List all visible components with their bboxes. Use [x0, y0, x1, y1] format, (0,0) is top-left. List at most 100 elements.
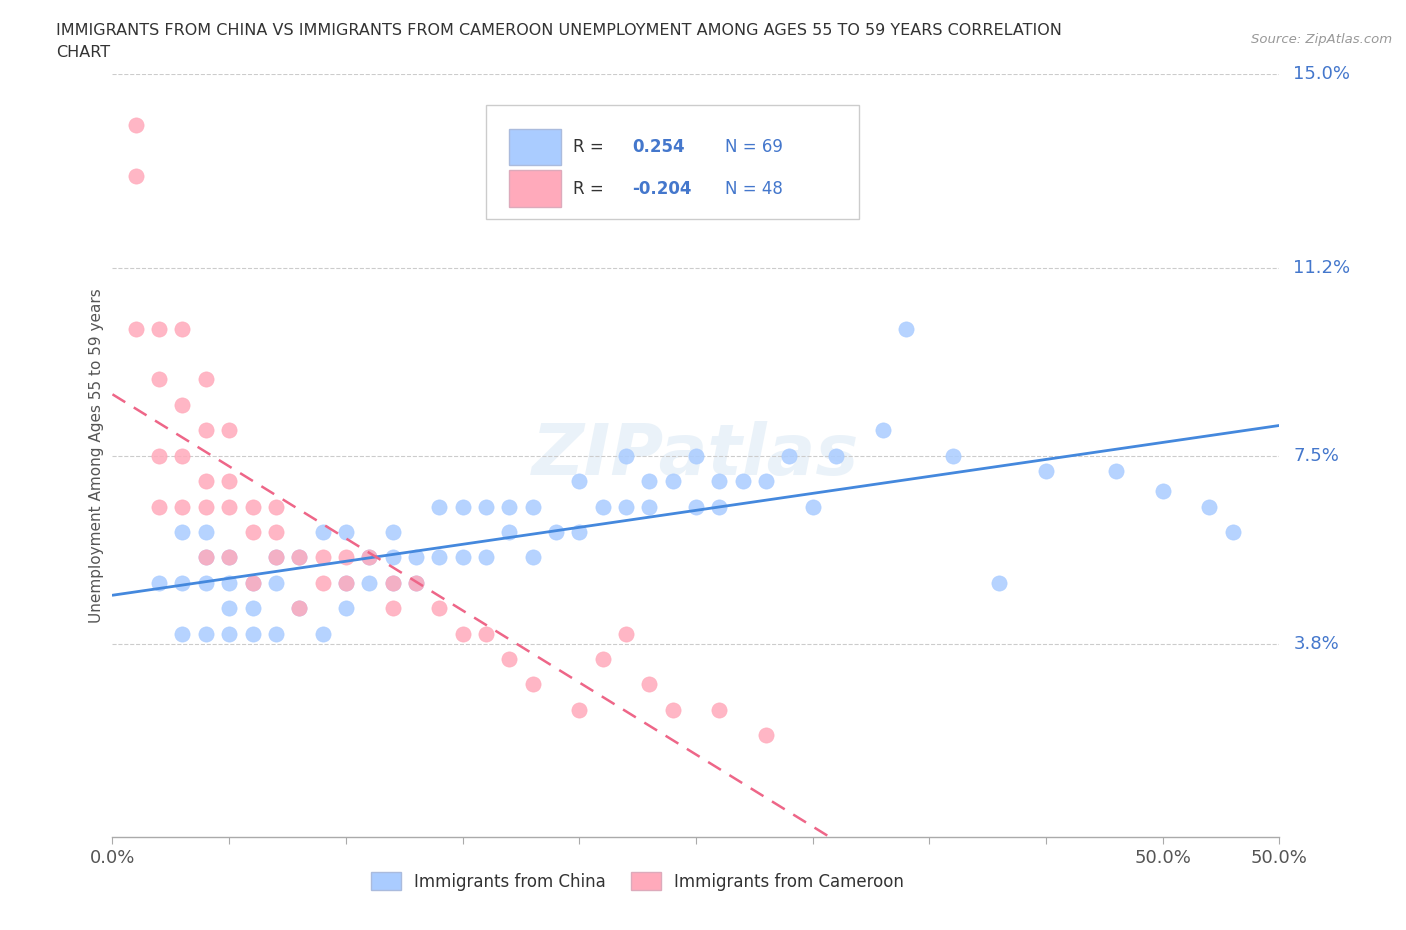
Point	[614, 448, 637, 463]
Point	[359, 550, 381, 565]
Point	[172, 576, 194, 591]
Point	[475, 499, 498, 514]
Point	[288, 601, 311, 616]
Point	[264, 525, 287, 539]
Point	[405, 576, 427, 591]
Point	[592, 499, 614, 514]
Point	[614, 499, 637, 514]
Point	[381, 601, 404, 616]
Point	[568, 702, 591, 717]
Point	[264, 499, 287, 514]
Point	[778, 448, 800, 463]
Point	[872, 423, 894, 438]
Text: CHART: CHART	[56, 45, 110, 60]
Point	[568, 525, 591, 539]
Text: -0.204: -0.204	[631, 179, 692, 198]
Point	[218, 601, 240, 616]
Text: 11.2%: 11.2%	[1294, 259, 1351, 276]
Point	[148, 448, 170, 463]
Point	[242, 576, 264, 591]
Point	[801, 499, 824, 514]
Point	[894, 321, 917, 336]
Point	[288, 550, 311, 565]
Point	[405, 576, 427, 591]
Point	[148, 499, 170, 514]
Legend: Immigrants from China, Immigrants from Cameroon: Immigrants from China, Immigrants from C…	[364, 866, 911, 897]
Point	[451, 626, 474, 641]
Point	[194, 626, 217, 641]
Point	[148, 321, 170, 336]
Text: 0.254: 0.254	[631, 138, 685, 156]
Point	[592, 652, 614, 667]
Point	[1105, 463, 1128, 478]
Point	[172, 321, 194, 336]
Point	[218, 473, 240, 488]
Point	[381, 576, 404, 591]
Point	[451, 550, 474, 565]
Point	[359, 576, 381, 591]
Point	[194, 423, 217, 438]
Point	[311, 576, 333, 591]
Point	[522, 677, 544, 692]
Point	[427, 499, 450, 514]
Text: IMMIGRANTS FROM CHINA VS IMMIGRANTS FROM CAMEROON UNEMPLOYMENT AMONG AGES 55 TO : IMMIGRANTS FROM CHINA VS IMMIGRANTS FROM…	[56, 23, 1062, 38]
Point	[661, 702, 683, 717]
Point	[638, 499, 661, 514]
Point	[194, 499, 217, 514]
Point	[194, 550, 217, 565]
Point	[709, 499, 731, 514]
Point	[218, 550, 240, 565]
Point	[1152, 484, 1174, 498]
Point	[194, 473, 217, 488]
Point	[359, 550, 381, 565]
Point	[218, 423, 240, 438]
Point	[381, 525, 404, 539]
Text: 7.5%: 7.5%	[1294, 446, 1340, 465]
Point	[125, 118, 148, 133]
Point	[522, 499, 544, 514]
FancyBboxPatch shape	[509, 128, 561, 166]
Point	[381, 550, 404, 565]
Point	[614, 626, 637, 641]
Point	[125, 168, 148, 183]
FancyBboxPatch shape	[509, 170, 561, 207]
Point	[218, 626, 240, 641]
Point	[685, 499, 707, 514]
Point	[335, 576, 357, 591]
Point	[218, 576, 240, 591]
Point	[475, 626, 498, 641]
Point	[755, 728, 778, 743]
Point	[172, 397, 194, 412]
Text: R =: R =	[574, 138, 609, 156]
Point	[288, 550, 311, 565]
Point	[1035, 463, 1057, 478]
Point	[194, 576, 217, 591]
Point	[988, 576, 1011, 591]
Point	[522, 550, 544, 565]
Point	[709, 702, 731, 717]
Point	[825, 448, 848, 463]
Point	[311, 525, 333, 539]
Point	[172, 499, 194, 514]
Point	[568, 473, 591, 488]
Point	[638, 473, 661, 488]
Point	[638, 677, 661, 692]
Point	[475, 550, 498, 565]
Point	[544, 525, 567, 539]
Point	[709, 473, 731, 488]
Point	[218, 550, 240, 565]
Point	[335, 550, 357, 565]
Point	[242, 626, 264, 641]
Point	[498, 525, 520, 539]
Point	[381, 576, 404, 591]
Point	[335, 601, 357, 616]
Point	[194, 550, 217, 565]
Point	[148, 576, 170, 591]
Point	[427, 550, 450, 565]
Point	[335, 576, 357, 591]
Point	[335, 525, 357, 539]
Point	[172, 626, 194, 641]
Point	[405, 550, 427, 565]
Point	[172, 525, 194, 539]
Text: 15.0%: 15.0%	[1294, 65, 1350, 84]
